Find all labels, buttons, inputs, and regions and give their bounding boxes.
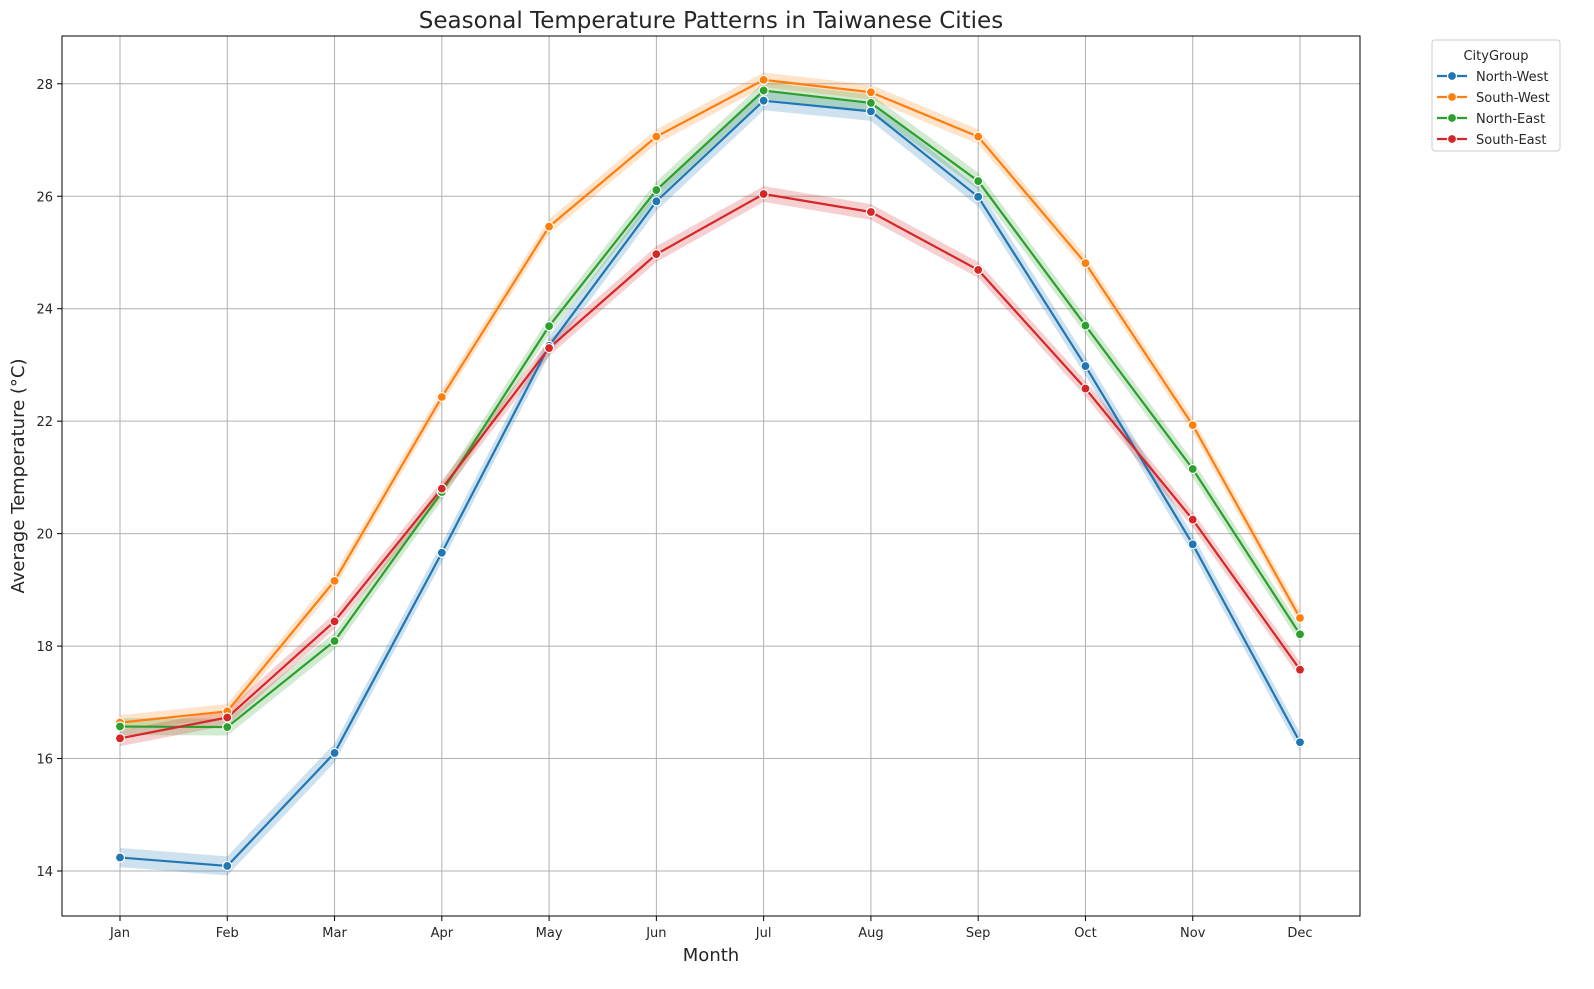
series-lines	[119, 78, 1301, 868]
data-point-north-west	[758, 95, 769, 106]
legend: CityGroup North-West South-West North-East…	[1431, 39, 1561, 152]
legend-marker-north-east	[1446, 112, 1458, 124]
data-point-north-east	[1080, 320, 1091, 331]
x-tick-label: Jun	[645, 926, 666, 941]
x-tick-label: Feb	[216, 926, 239, 941]
y-tick-label: 28	[36, 78, 53, 93]
x-tick-label: May	[536, 926, 563, 941]
legend-title: CityGroup	[1463, 49, 1528, 64]
data-point-south-west	[651, 131, 662, 142]
chart-title: Seasonal Temperature Patterns in Taiwane…	[419, 8, 1003, 34]
data-point-north-west	[973, 191, 984, 202]
x-axis-title: Month	[683, 945, 739, 966]
y-tick-label: 22	[36, 415, 53, 430]
legend-marker-south-west	[1446, 91, 1458, 103]
data-point-north-east	[1187, 463, 1198, 475]
series-markers	[114, 74, 1306, 872]
data-point-south-east	[1080, 383, 1091, 394]
x-tick-label: Oct	[1074, 926, 1096, 941]
data-point-south-west	[1187, 420, 1198, 431]
data-point-south-east	[1294, 664, 1306, 675]
data-point-north-east	[543, 321, 555, 332]
data-point-south-east	[865, 206, 877, 218]
y-axis-title: Average Temperature (°C)	[8, 359, 29, 594]
legend-label: North-West	[1476, 70, 1548, 85]
y-tick-label: 24	[36, 303, 53, 318]
series-line-south-east	[119, 192, 1301, 740]
series-line-north-east	[119, 89, 1301, 729]
x-axis-ticks: Jan Feb Mar Apr May Jun Jul Aug Sep Oct Nov Dec	[109, 916, 1313, 941]
y-tick-label: 16	[36, 753, 53, 768]
data-point-south-west	[758, 74, 769, 85]
x-tick-label: Jul	[755, 926, 772, 941]
data-point-north-east	[329, 635, 340, 647]
data-point-north-east	[758, 85, 769, 96]
data-point-south-east	[543, 342, 555, 354]
data-point-south-west	[329, 575, 340, 586]
data-point-north-west	[436, 547, 447, 558]
data-point-south-west	[436, 391, 447, 403]
data-point-north-west	[865, 106, 877, 117]
data-point-north-east	[651, 184, 662, 196]
data-point-north-east	[973, 175, 984, 187]
data-point-south-east	[1187, 514, 1198, 525]
x-tick-label: Sep	[966, 926, 991, 941]
y-tick-label: 26	[36, 190, 53, 205]
data-point-north-west	[222, 860, 233, 872]
data-point-south-east	[436, 483, 447, 494]
x-tick-label: Mar	[322, 926, 347, 941]
data-point-south-west	[1080, 258, 1091, 269]
x-tick-label: Aug	[858, 926, 883, 941]
legend-marker-north-west	[1446, 70, 1458, 82]
series-line-south-west	[119, 78, 1301, 724]
data-point-south-east	[222, 712, 233, 723]
data-point-south-east	[973, 264, 984, 276]
data-point-north-west	[329, 747, 340, 759]
y-axis-ticks: 14 16 18 20 22 24 26 28	[36, 78, 62, 880]
data-point-south-east	[329, 616, 340, 627]
data-point-north-west	[1187, 539, 1198, 550]
data-point-north-east	[222, 721, 233, 733]
legend-marker-south-east	[1446, 133, 1458, 145]
data-point-south-west	[1294, 612, 1306, 624]
data-point-south-west	[543, 221, 555, 232]
data-point-south-east	[758, 188, 769, 200]
data-point-south-west	[973, 131, 984, 142]
legend-box	[1431, 39, 1561, 152]
data-point-south-east	[651, 249, 662, 260]
y-tick-label: 14	[36, 865, 53, 880]
data-point-north-west	[114, 852, 126, 863]
y-tick-label: 20	[36, 528, 53, 543]
data-point-north-east	[114, 721, 126, 732]
x-tick-label: Dec	[1287, 926, 1312, 941]
plot-frame	[61, 35, 1361, 917]
data-point-north-east	[865, 97, 877, 109]
x-tick-label: Nov	[1180, 926, 1206, 941]
legend-label: South-East	[1476, 133, 1547, 148]
data-point-north-west	[1294, 737, 1306, 748]
data-point-south-east	[114, 733, 126, 744]
legend-label: North-East	[1476, 112, 1545, 127]
data-point-north-west	[1080, 360, 1091, 372]
data-point-south-west	[865, 87, 877, 98]
x-tick-label: Jan	[109, 926, 130, 941]
grid-lines	[62, 36, 1360, 916]
series-line-north-west	[119, 99, 1301, 868]
data-point-north-east	[1294, 629, 1306, 640]
data-point-north-west	[651, 196, 662, 207]
y-tick-label: 18	[36, 640, 53, 655]
x-tick-label: Apr	[431, 926, 454, 941]
legend-label: South-West	[1476, 91, 1550, 106]
